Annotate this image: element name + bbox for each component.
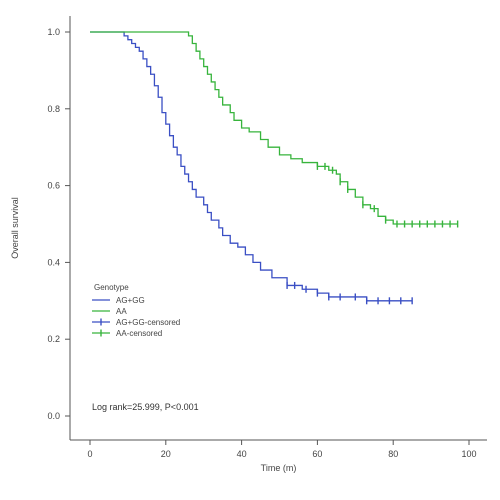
y-tick-label: 1.0 <box>47 27 60 37</box>
x-tick-label: 20 <box>161 449 171 459</box>
y-tick-label: 0.4 <box>47 257 60 267</box>
legend-entry-0: AG+GG <box>116 296 145 305</box>
x-tick-label: 40 <box>237 449 247 459</box>
legend-title: Genotype <box>94 283 129 292</box>
x-tick-label: 0 <box>87 449 92 459</box>
legend-entry-2: AG+GG-censored <box>116 318 180 327</box>
x-axis-label: Time (m) <box>261 463 297 473</box>
legend: Genotype AG+GG AA AG+GG-censored AA-censore… <box>92 283 180 338</box>
x-tick-label: 80 <box>388 449 398 459</box>
series-line-1 <box>90 31 458 225</box>
y-tick-label: 0.8 <box>47 104 60 114</box>
legend-entry-3: AA-censored <box>116 329 162 338</box>
x-tick-label: 100 <box>461 449 476 459</box>
y-tick-label: 0.0 <box>47 411 60 421</box>
axes <box>69 16 487 441</box>
x-tick-label: 60 <box>312 449 322 459</box>
y-tick-label: 0.2 <box>47 334 60 344</box>
log-rank-annotation: Log rank=25.999, P<0.001 <box>92 402 199 412</box>
x-axis-ticks: 0 20 40 60 80 100 <box>87 440 477 459</box>
series-line-0 <box>90 31 413 302</box>
y-axis-label: Overall survival <box>10 197 20 259</box>
y-axis-ticks: 0.0 0.2 0.4 0.6 0.8 1.0 <box>47 27 70 421</box>
series-layer <box>90 31 459 305</box>
y-tick-label: 0.6 <box>47 181 60 191</box>
legend-entry-1: AA <box>116 307 127 316</box>
